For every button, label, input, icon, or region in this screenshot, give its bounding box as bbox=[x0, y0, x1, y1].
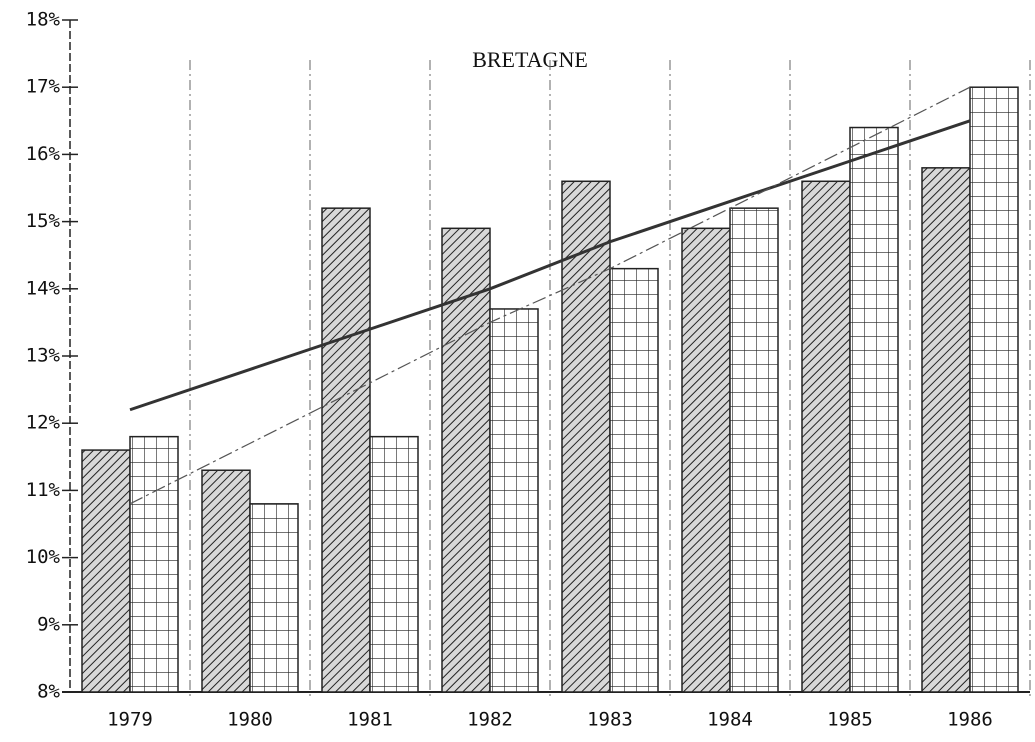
x-tick-label: 1984 bbox=[707, 709, 753, 731]
x-tick-label: 1986 bbox=[947, 709, 993, 731]
bar bbox=[849, 126, 899, 693]
trend-line bbox=[129, 119, 971, 412]
bar bbox=[969, 86, 1019, 693]
bar bbox=[81, 449, 131, 693]
y-tick-label: 17% bbox=[26, 76, 61, 98]
bar bbox=[681, 227, 731, 693]
y-tick-label: 8% bbox=[37, 681, 60, 703]
x-tick-label: 1985 bbox=[827, 709, 873, 731]
chart-title: BRETAGNE bbox=[472, 47, 588, 72]
x-tick-label: 1981 bbox=[347, 709, 393, 731]
bar bbox=[201, 469, 251, 693]
x-tick-label: 1983 bbox=[587, 709, 633, 731]
y-tick-label: 11% bbox=[26, 479, 61, 501]
bar bbox=[129, 435, 179, 693]
bar bbox=[249, 503, 299, 693]
y-tick-label: 10% bbox=[26, 546, 61, 568]
y-tick-label: 18% bbox=[26, 9, 61, 31]
x-tick-label: 1980 bbox=[227, 709, 273, 731]
bar bbox=[369, 435, 419, 693]
bar bbox=[561, 180, 611, 693]
y-tick-label: 9% bbox=[37, 613, 60, 635]
bar bbox=[729, 207, 779, 693]
trend-line bbox=[129, 86, 971, 505]
bar bbox=[489, 308, 539, 693]
bar bbox=[801, 180, 851, 693]
y-tick-label: 14% bbox=[26, 277, 61, 299]
bar bbox=[321, 207, 371, 693]
y-tick-label: 15% bbox=[26, 210, 61, 232]
y-tick-label: 16% bbox=[26, 143, 61, 165]
x-tick-label: 1979 bbox=[107, 709, 153, 731]
y-tick-label: 13% bbox=[26, 345, 61, 367]
y-tick-label: 12% bbox=[26, 412, 61, 434]
bar bbox=[609, 267, 659, 693]
bar bbox=[921, 167, 971, 693]
x-tick-label: 1982 bbox=[467, 709, 513, 731]
